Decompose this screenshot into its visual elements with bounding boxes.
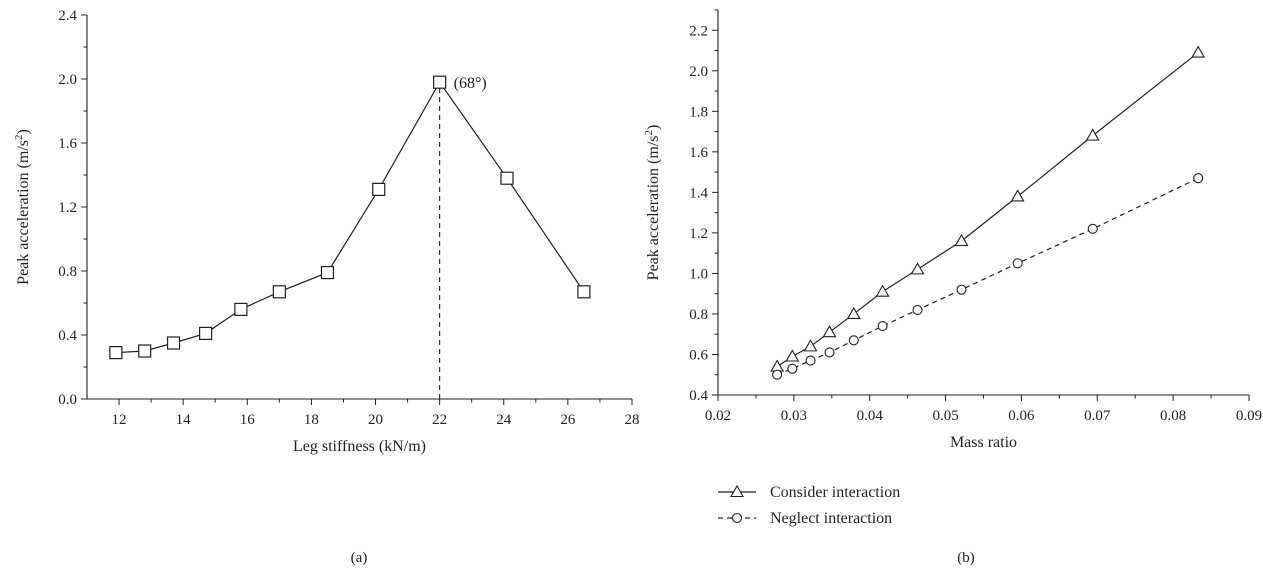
data-point-square xyxy=(109,346,123,360)
y-axis-title-superscript: 2 xyxy=(13,135,25,141)
y-tick-label: 0.8 xyxy=(58,264,77,280)
x-tick-label: 0.03 xyxy=(781,408,807,424)
y-axis-title: Peak acceleration (m/s2) xyxy=(643,125,662,281)
y-tick-label: 0.0 xyxy=(58,392,77,408)
data-point-square xyxy=(166,336,181,350)
x-tick-label: 14 xyxy=(176,412,192,428)
y-axis-title-superscript: 2 xyxy=(643,130,655,136)
data-point-circle xyxy=(1087,223,1098,234)
x-tick-label: 0.02 xyxy=(705,408,731,424)
data-point-circle xyxy=(877,321,888,332)
data-point-circle xyxy=(1193,173,1204,184)
x-tick-label: 0.08 xyxy=(1160,408,1186,424)
data-point-circle xyxy=(772,369,783,380)
y-tick-label: 1.6 xyxy=(689,145,708,161)
x-tick-label: 20 xyxy=(368,412,383,428)
x-tick-label: 22 xyxy=(432,412,447,428)
y-tick-label: 0.4 xyxy=(58,328,77,344)
data-point-triangle xyxy=(954,233,969,247)
x-tick-label: 26 xyxy=(560,412,576,428)
x-tick-label: 16 xyxy=(240,412,256,428)
x-tick-label: 28 xyxy=(625,412,640,428)
x-tick-label: 24 xyxy=(496,412,512,428)
data-point-triangle xyxy=(803,339,818,352)
legend-label: Consider interaction xyxy=(770,484,900,501)
y-tick-label: 1.4 xyxy=(689,185,708,201)
chart-b-mass-ratio: 0.02 0.03 0.04 0.05 0.06 0.07 0.08 0.09 0.4 0.6 0.… xyxy=(643,9,1262,566)
data-point-circle xyxy=(805,355,816,366)
data-point-square xyxy=(272,285,286,299)
series-line-0 xyxy=(115,81,585,354)
data-point-triangle xyxy=(770,359,785,372)
data-point-square xyxy=(433,75,447,89)
panel-label: (a) xyxy=(351,550,368,566)
y-tick-label: 1.2 xyxy=(689,226,708,242)
data-point-square xyxy=(138,344,152,358)
data-point-circle xyxy=(848,335,859,346)
y-tick-label: 2.2 xyxy=(689,23,708,39)
data-point-circle xyxy=(1012,258,1023,269)
data-point-triangle xyxy=(785,349,800,362)
y-tick-label: 2.0 xyxy=(58,72,77,88)
series-line-consider-interaction xyxy=(776,52,1199,368)
data-point-circle xyxy=(787,363,798,374)
data-point-square xyxy=(577,285,591,299)
y-tick-label: 1.6 xyxy=(58,136,77,152)
chart-a-leg-stiffness: 12 14 16 18 20 22 24 26 28 0.0 0.4 0.8 1.2 1.6 2.0 2.4 L… xyxy=(13,8,640,566)
x-tick-label: 0.06 xyxy=(1008,408,1035,424)
y-tick-label: 1.8 xyxy=(689,104,708,120)
data-point-circle xyxy=(824,347,835,358)
data-point-triangle xyxy=(1085,128,1100,141)
series-line-neglect-interaction xyxy=(776,177,1199,376)
data-point-triangle xyxy=(1010,189,1025,202)
data-point-triangle xyxy=(846,306,861,319)
data-point-triangle xyxy=(875,284,890,297)
x-axis-title: Mass ratio xyxy=(950,434,1017,451)
y-axis-title-close: ) xyxy=(15,129,32,134)
legend-marker-circle xyxy=(731,512,743,524)
y-tick-label: 1.0 xyxy=(689,266,708,282)
y-axis-title-text: Peak acceleration (m/s xyxy=(15,140,32,285)
y-tick-label: 1.2 xyxy=(58,200,77,216)
y-tick-label: 0.4 xyxy=(689,388,708,404)
data-point-triangle xyxy=(1191,45,1206,58)
legend-label: Neglect interaction xyxy=(770,510,892,527)
x-tick-label: 0.05 xyxy=(932,408,958,424)
x-tick-label: 0.04 xyxy=(857,408,884,424)
y-tick-label: 0.8 xyxy=(689,307,708,323)
y-axis-title-text: Peak acceleration (m/s xyxy=(645,136,662,281)
y-axis-title-close: ) xyxy=(645,125,662,130)
y-tick-label: 2.4 xyxy=(58,8,77,24)
data-point-square xyxy=(372,182,386,196)
y-axis-title: Peak acceleration (m/s2) xyxy=(13,129,32,285)
y-tick-label: 0.6 xyxy=(689,347,708,363)
panel-label: (b) xyxy=(957,550,975,566)
y-tick-label: 2.0 xyxy=(689,64,708,80)
data-point-triangle xyxy=(822,325,837,338)
data-point-circle xyxy=(956,284,967,295)
data-point-square xyxy=(234,302,248,316)
data-point-square xyxy=(199,326,213,340)
data-point-circle xyxy=(912,304,923,315)
x-tick-label: 12 xyxy=(112,412,127,428)
legend-marker-triangle xyxy=(730,484,744,498)
data-point-triangle xyxy=(910,262,925,275)
x-tick-label: 18 xyxy=(304,412,319,428)
x-tick-label: 0.07 xyxy=(1084,408,1111,424)
data-point-square xyxy=(320,266,335,280)
annotation: (68°) xyxy=(454,75,487,92)
x-axis-title: Leg stiffness (kN/m) xyxy=(293,438,426,455)
x-tick-label: 0.09 xyxy=(1236,408,1262,424)
data-point-square xyxy=(500,171,514,185)
